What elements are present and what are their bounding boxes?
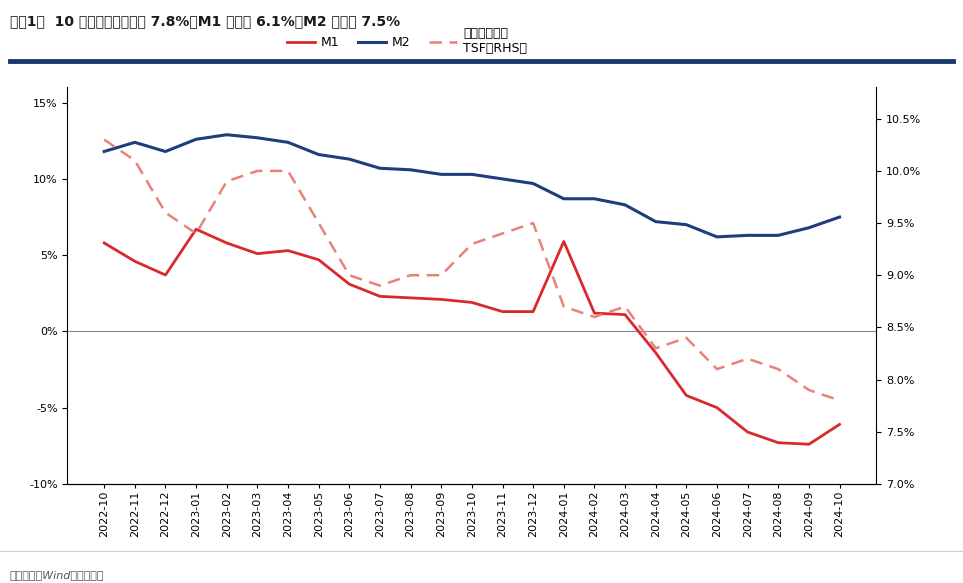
M1 [650,349,662,356]
M1 [742,429,753,436]
M2 [558,195,569,202]
社融（右轴）
TSF（RHS） [558,303,569,310]
M1 [834,421,846,428]
M2 [650,218,662,225]
社融（右轴）
TSF（RHS） [375,282,386,289]
M1 [772,439,784,446]
M2 [191,136,202,143]
M1 [160,272,171,279]
M2 [772,232,784,239]
M1 [98,240,110,247]
社融（右轴）
TSF（RHS） [404,272,416,279]
M1 [221,240,232,247]
M2 [834,213,846,220]
M2 [282,139,294,146]
Text: 图袅1：  10 月社融存量同比增 7.8%、M1 同比减 6.1%、M2 同比增 7.5%: 图袅1： 10 月社融存量同比增 7.8%、M1 同比减 6.1%、M2 同比增… [10,15,400,29]
社融（右轴）
TSF（RHS） [834,397,846,404]
社融（右轴）
TSF（RHS） [98,136,110,143]
M2 [129,139,141,146]
M2 [497,175,508,182]
Line: M2: M2 [104,135,840,237]
社融（右轴）
TSF（RHS） [129,157,141,164]
M1 [497,308,508,315]
M1 [803,441,815,448]
M1 [313,257,325,264]
M2 [375,165,386,172]
M1 [528,308,539,315]
M1 [129,258,141,265]
社融（右轴）
TSF（RHS） [650,345,662,352]
M2 [313,151,325,158]
M2 [619,201,631,208]
M1 [712,404,723,411]
社融（右轴）
TSF（RHS） [619,303,631,310]
M1 [619,311,631,318]
社融（右轴）
TSF（RHS） [221,178,232,185]
M2 [528,180,539,187]
社融（右轴）
TSF（RHS） [282,167,294,174]
M1 [588,310,600,317]
M1 [344,280,355,287]
M1 [404,294,416,301]
M2 [681,221,692,228]
M1 [251,250,263,257]
M2 [803,224,815,231]
社融（右轴）
TSF（RHS） [803,387,815,394]
M2 [435,171,447,178]
M2 [742,232,753,239]
M1 [435,296,447,303]
Line: M1: M1 [104,229,840,444]
社融（右轴）
TSF（RHS） [528,220,539,227]
社融（右轴）
TSF（RHS） [588,314,600,321]
社融（右轴）
TSF（RHS） [191,230,202,237]
M1 [681,392,692,399]
社融（右轴）
TSF（RHS） [712,366,723,373]
M2 [221,131,232,138]
Line: 社融（右轴）
TSF（RHS）: 社融（右轴） TSF（RHS） [104,139,840,401]
M1 [191,226,202,233]
社融（右轴）
TSF（RHS） [344,272,355,279]
Legend: M1, M2, 社融（右轴）
TSF（RHS）: M1, M2, 社融（右轴） TSF（RHS） [282,22,533,61]
社融（右轴）
TSF（RHS） [772,366,784,373]
M2 [98,148,110,155]
M2 [404,166,416,173]
M2 [712,233,723,240]
社融（右轴）
TSF（RHS） [466,240,478,247]
社融（右轴）
TSF（RHS） [160,209,171,216]
M1 [375,293,386,300]
社融（右轴）
TSF（RHS） [435,272,447,279]
Text: 资料来源：Wind，中信建投: 资料来源：Wind，中信建投 [10,570,104,580]
M2 [251,134,263,141]
M1 [466,299,478,306]
M2 [344,156,355,163]
M1 [558,238,569,245]
社融（右轴）
TSF（RHS） [742,355,753,362]
M2 [160,148,171,155]
M2 [588,195,600,202]
社融（右轴）
TSF（RHS） [251,167,263,174]
社融（右轴）
TSF（RHS） [313,220,325,227]
社融（右轴）
TSF（RHS） [497,230,508,237]
M2 [466,171,478,178]
M1 [282,247,294,254]
社融（右轴）
TSF（RHS） [681,334,692,341]
